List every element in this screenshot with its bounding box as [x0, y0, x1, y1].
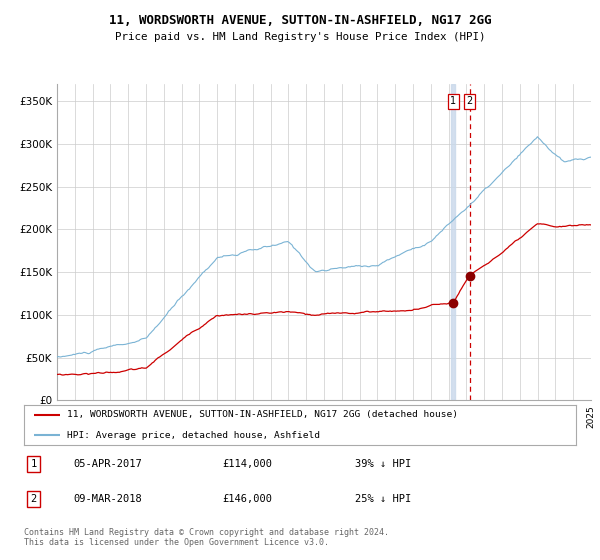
Text: £114,000: £114,000	[223, 459, 273, 469]
Text: 2: 2	[466, 96, 473, 106]
Text: Contains HM Land Registry data © Crown copyright and database right 2024.
This d: Contains HM Land Registry data © Crown c…	[24, 528, 389, 547]
Text: 2: 2	[31, 494, 37, 503]
Text: HPI: Average price, detached house, Ashfield: HPI: Average price, detached house, Ashf…	[67, 431, 320, 440]
Text: 39% ↓ HPI: 39% ↓ HPI	[355, 459, 412, 469]
Text: 11, WORDSWORTH AVENUE, SUTTON-IN-ASHFIELD, NG17 2GG (detached house): 11, WORDSWORTH AVENUE, SUTTON-IN-ASHFIEL…	[67, 410, 458, 419]
Text: 05-APR-2017: 05-APR-2017	[74, 459, 142, 469]
Text: 09-MAR-2018: 09-MAR-2018	[74, 494, 142, 503]
Text: 1: 1	[450, 96, 456, 106]
Bar	[451, 84, 455, 400]
Text: £146,000: £146,000	[223, 494, 273, 503]
Text: 11, WORDSWORTH AVENUE, SUTTON-IN-ASHFIELD, NG17 2GG: 11, WORDSWORTH AVENUE, SUTTON-IN-ASHFIEL…	[109, 14, 491, 27]
Text: 1: 1	[31, 459, 37, 469]
Text: Price paid vs. HM Land Registry's House Price Index (HPI): Price paid vs. HM Land Registry's House …	[115, 32, 485, 43]
Text: 25% ↓ HPI: 25% ↓ HPI	[355, 494, 412, 503]
